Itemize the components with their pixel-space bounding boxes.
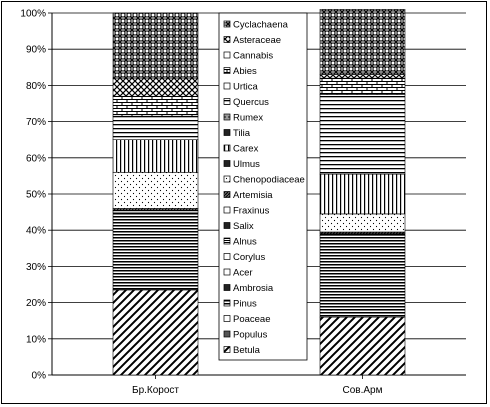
bar-segment-cyclachaena xyxy=(112,12,199,79)
y-tick-label: 60% xyxy=(26,153,46,164)
legend-swatch xyxy=(223,20,231,28)
legend-swatch xyxy=(223,206,231,214)
legend-label: Ambrosia xyxy=(233,283,274,294)
legend-swatch xyxy=(223,36,231,43)
bar-segment-carex xyxy=(112,139,199,173)
legend-label: Urtica xyxy=(233,82,259,93)
bar-segment-abies xyxy=(112,95,199,117)
y-tick-label: 50% xyxy=(26,190,46,201)
legend-swatch xyxy=(223,191,231,198)
legend-swatch xyxy=(223,160,231,167)
bar-segment-pinus xyxy=(112,211,199,291)
bar-segment-carex xyxy=(319,173,406,215)
legend-swatch xyxy=(223,113,231,121)
legend-swatch xyxy=(223,82,231,90)
legend-swatch xyxy=(223,253,231,260)
legend-label: Rumex xyxy=(233,113,263,124)
x-axis-category-labels: Бр.Корост Сов.Арм xyxy=(132,375,383,396)
bar-segment-quercus xyxy=(319,94,406,175)
y-tick-label: 30% xyxy=(26,262,46,273)
legend-label: Cyclachaena xyxy=(233,20,289,31)
y-tick-label: 20% xyxy=(26,298,46,309)
legend-swatch xyxy=(223,51,231,59)
bar-segment-asteraceae xyxy=(319,74,406,79)
bar-segments xyxy=(112,9,406,376)
bar-segment-pinus xyxy=(319,235,406,318)
legend-label: Alnus xyxy=(233,237,257,248)
legend-swatch xyxy=(223,299,231,307)
y-tick-label: 100% xyxy=(20,9,46,20)
bar-segment-quercus xyxy=(112,115,199,140)
y-tick-label: 40% xyxy=(26,226,46,237)
y-tick-label: 0% xyxy=(32,371,47,382)
legend-box xyxy=(218,12,308,361)
y-tick-label: 90% xyxy=(26,45,46,56)
legend-swatch xyxy=(223,268,231,276)
y-axis-tick-labels: 0% 10% 20% 30% 40% 50% 60% 70% 80% 90% 100% xyxy=(20,9,46,382)
bar-segment-betula xyxy=(319,316,406,376)
legend-label: Ulmus xyxy=(233,159,260,170)
legend-swatch xyxy=(223,129,231,136)
bar-segment-betula xyxy=(112,289,199,376)
y-tick-label: 10% xyxy=(26,334,46,345)
bar-segment-abies xyxy=(319,77,406,95)
bar-segment-chenopodiaceae xyxy=(319,213,406,233)
legend-label: Carex xyxy=(233,144,259,155)
legend-label: Abies xyxy=(233,66,257,77)
legend-label: Salix xyxy=(233,221,254,232)
legend-swatch xyxy=(223,175,231,183)
legend-label: Betula xyxy=(233,345,261,356)
legend-label: Corylus xyxy=(233,252,265,263)
bar-segment-chenopodiaceae xyxy=(112,171,199,209)
legend-swatch xyxy=(223,98,231,105)
y-tick-label: 80% xyxy=(26,81,46,92)
legend-label: Chenopodiaceae xyxy=(233,175,305,186)
legend-label: Quercus xyxy=(233,97,269,108)
legend-label: Tilia xyxy=(233,128,251,139)
y-tick-label: 70% xyxy=(26,117,46,128)
legend-label: Poaceae xyxy=(233,314,271,325)
bar-segment-cyclachaena xyxy=(319,9,406,75)
legend-swatch xyxy=(223,237,231,245)
x-category-label: Бр.Корост xyxy=(132,385,179,396)
legend-swatch xyxy=(223,315,231,322)
bar-segment-asteraceae xyxy=(112,77,199,97)
legend-label: Acer xyxy=(233,268,253,279)
x-category-label: Сов.Арм xyxy=(343,385,383,396)
legend-label: Asteraceae xyxy=(233,35,281,46)
legend-swatch xyxy=(223,144,231,152)
legend-label: Pinus xyxy=(233,299,257,310)
legend: Cyclachaena Asteraceae Cannabis Abies Urtica… xyxy=(218,12,308,361)
legend-label: Cannabis xyxy=(233,51,273,62)
legend-swatch xyxy=(223,222,231,229)
legend-swatch xyxy=(223,67,231,74)
legend-swatch xyxy=(223,284,231,291)
legend-label: Populus xyxy=(233,330,268,341)
legend-swatch xyxy=(223,330,231,338)
legend-label: Fraxinus xyxy=(233,206,270,217)
legend-swatch xyxy=(223,346,231,353)
legend-label: Artemisia xyxy=(233,190,273,201)
